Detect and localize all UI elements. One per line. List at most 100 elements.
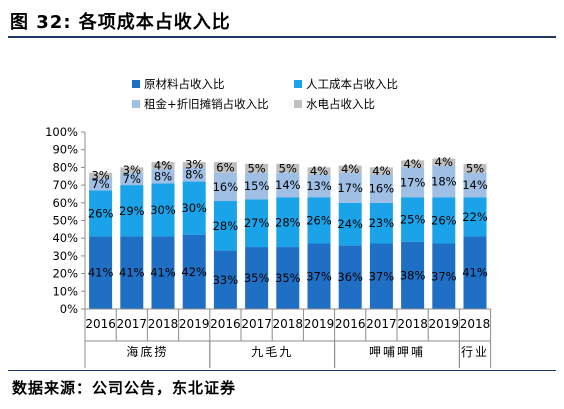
bar-segment <box>151 236 175 309</box>
legend-label: 水电占收入比 <box>306 97 375 111</box>
bar-segment <box>120 185 144 237</box>
bar-segment <box>276 163 300 173</box>
data-label: 4% <box>310 164 328 178</box>
x-tick-label: 2018 <box>148 317 179 331</box>
data-label: 15% <box>244 179 270 193</box>
data-label: 16% <box>213 180 239 194</box>
group-label: 行业 <box>461 345 489 359</box>
data-label: 3% <box>91 168 109 182</box>
data-label: 13% <box>306 179 332 193</box>
bar-segment <box>182 167 206 182</box>
x-tick-label: 2017 <box>117 317 148 331</box>
legend-swatch <box>294 80 302 88</box>
data-label: 6% <box>216 160 234 174</box>
data-label: 38% <box>400 268 426 282</box>
bar-segment <box>89 190 113 237</box>
y-tick-label: 30% <box>52 249 78 263</box>
legend-label: 原材料占收入比 <box>144 77 225 91</box>
bar-segment <box>307 197 331 244</box>
bar-segment <box>432 165 456 198</box>
data-label: 35% <box>275 271 301 285</box>
bar-segment <box>463 163 487 173</box>
data-label: 33% <box>213 273 239 287</box>
figure-source: 数据来源：公司公告，东北证券 <box>12 379 237 397</box>
bar-segment <box>120 172 144 186</box>
bar-segment <box>120 236 144 309</box>
data-label: 4% <box>341 162 359 176</box>
bar-segment <box>338 172 362 203</box>
x-tick-label: 2018 <box>460 317 491 331</box>
x-tick-label: 2016 <box>210 317 241 331</box>
legend-label: 租金+折旧摊销占收入比 <box>144 97 269 111</box>
bar-segment <box>276 197 300 248</box>
data-label: 41% <box>88 266 114 280</box>
data-label: 41% <box>462 266 488 280</box>
data-label: 3% <box>185 158 203 172</box>
data-label: 26% <box>431 214 457 228</box>
bar-segment <box>401 241 425 309</box>
data-label: 8% <box>154 169 172 183</box>
bar-segment <box>213 172 237 202</box>
data-label: 23% <box>369 216 395 230</box>
bar-segment <box>182 181 206 235</box>
bar-segment <box>463 197 487 237</box>
bar-segment <box>182 162 206 168</box>
data-label: 4% <box>435 155 453 169</box>
bar-segment <box>369 243 393 309</box>
data-label: 42% <box>181 265 207 279</box>
legend-label: 人工成本占收入比 <box>306 77 398 91</box>
data-label: 3% <box>123 163 141 177</box>
x-tick-label: 2018 <box>273 317 304 331</box>
bar-segment <box>307 174 331 198</box>
data-label: 8% <box>185 167 203 181</box>
data-label: 4% <box>403 157 421 171</box>
bar-segment <box>245 163 269 173</box>
data-label: 4% <box>372 164 390 178</box>
group-label: 九毛九 <box>251 345 293 359</box>
bar-segment <box>120 167 144 173</box>
data-label: 41% <box>150 266 176 280</box>
group-label: 海底捞 <box>126 344 168 359</box>
data-label: 5% <box>466 161 484 175</box>
data-label: 37% <box>306 269 332 283</box>
data-label: 22% <box>462 210 488 224</box>
bar-segment <box>307 167 331 175</box>
bar-segment <box>276 247 300 309</box>
data-label: 5% <box>247 161 265 175</box>
bar-segment <box>182 234 206 309</box>
legend-swatch <box>132 100 140 108</box>
data-label: 24% <box>337 217 363 231</box>
bar-segment <box>369 174 393 203</box>
bar-segment <box>432 158 456 166</box>
bar-segment <box>432 197 456 244</box>
bar-segment <box>276 172 300 198</box>
figure-title: 图 32: 各项成本占收入比 <box>10 12 231 33</box>
data-label: 14% <box>275 178 301 192</box>
data-label: 18% <box>431 175 457 189</box>
bar-segment <box>213 162 237 173</box>
bar-segment <box>338 245 362 309</box>
bar-segment <box>401 167 425 198</box>
data-label: 28% <box>213 219 239 233</box>
data-label: 28% <box>275 215 301 229</box>
title-rule <box>8 36 556 38</box>
bar-segment <box>401 160 425 168</box>
y-tick-label: 80% <box>52 160 78 174</box>
bar-segment <box>213 250 237 309</box>
source-rule <box>8 370 556 371</box>
data-label: 26% <box>88 206 114 220</box>
bar-segment <box>151 162 175 170</box>
y-tick-label: 20% <box>52 267 78 281</box>
legend-swatch <box>132 80 140 88</box>
data-label: 4% <box>154 159 172 173</box>
data-label: 25% <box>400 213 426 227</box>
bar-segment <box>369 167 393 175</box>
data-label: 36% <box>337 270 363 284</box>
x-tick-label: 2019 <box>179 317 210 331</box>
y-tick-label: 50% <box>52 214 78 228</box>
data-label: 16% <box>369 182 395 196</box>
data-label: 17% <box>400 175 426 189</box>
bar-segment <box>463 172 487 198</box>
data-label: 27% <box>244 216 270 230</box>
